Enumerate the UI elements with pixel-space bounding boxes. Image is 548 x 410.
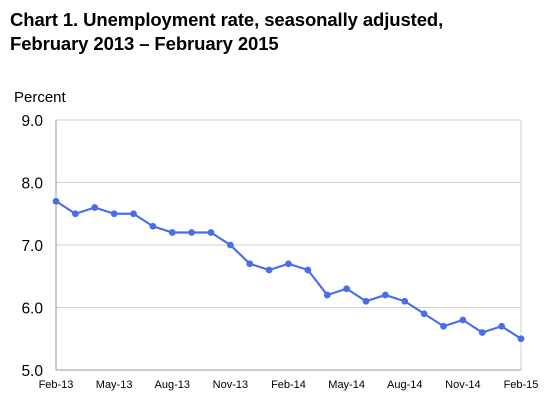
y-tick-label: 5.0 [21,363,43,380]
data-point [401,297,409,305]
data-point [420,310,428,318]
x-tick-label: Nov-13 [213,379,248,391]
data-point [91,204,99,211]
data-point [188,229,196,236]
chart-title-block: Chart 1. Unemployment rate, seasonally a… [10,8,443,56]
data-point [71,210,79,218]
data-point [246,260,254,268]
data-point [168,229,176,236]
data-point [323,291,331,299]
data-point [304,266,312,274]
data-point [149,222,157,230]
axes [55,120,521,371]
data-point [265,266,273,274]
series-unemployment-rate [52,197,525,343]
data-point [52,197,60,205]
y-tick-label: 9.0 [21,113,43,130]
series-line [55,200,522,340]
y-tick-label: 7.0 [21,238,43,255]
data-point [343,285,351,293]
x-tick-label: Aug-13 [155,379,190,391]
data-point [459,316,467,324]
x-tick-label: Feb-13 [39,379,74,391]
y-tick-labels: 9.0 8.0 7.0 6.0 5.0 [21,113,43,380]
x-tick-labels: Feb-13 May-13 Aug-13 Nov-13 Feb-14 May-14 Aug-… [39,379,539,391]
x-tick-label: May-13 [96,379,133,391]
data-point [226,241,234,249]
y-tick-label: 6.0 [21,301,43,318]
gridlines [56,119,522,370]
y-axis-label: Percent [14,89,66,106]
x-tick-label: Feb-14 [271,379,306,391]
data-point [362,297,370,305]
x-tick-label: May-14 [328,379,365,391]
x-tick-label: Aug-14 [387,379,422,391]
chart-title: Chart 1. Unemployment rate, seasonally a… [10,9,444,30]
data-point [440,322,447,330]
data-point [478,329,486,336]
data-point [498,322,506,330]
x-tick-label: Nov-14 [445,379,480,391]
x-tick-label: Feb-15 [504,379,539,391]
data-point [517,335,525,343]
chart-subtitle: February 2013 – February 2015 [10,33,279,54]
data-point [207,229,215,236]
y-tick-label: 8.0 [21,176,43,193]
data-point [110,210,118,218]
data-point [285,260,292,268]
data-point [130,210,137,218]
data-point [381,291,389,299]
